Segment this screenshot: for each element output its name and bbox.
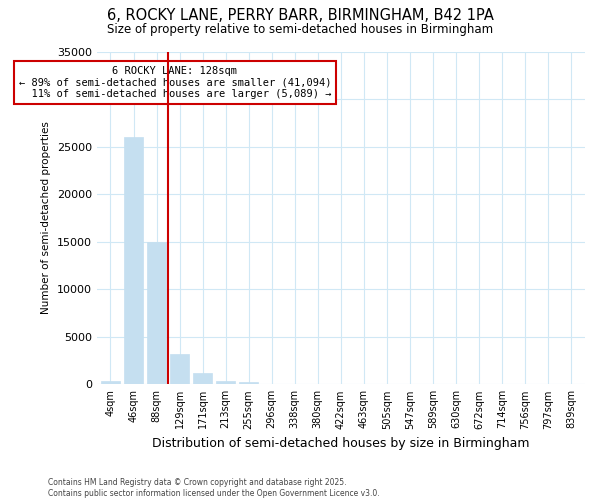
Bar xyxy=(193,373,212,384)
Bar xyxy=(170,354,190,384)
Text: 6 ROCKY LANE: 128sqm
← 89% of semi-detached houses are smaller (41,094)
  11% of: 6 ROCKY LANE: 128sqm ← 89% of semi-detac… xyxy=(19,66,331,99)
Y-axis label: Number of semi-detached properties: Number of semi-detached properties xyxy=(41,122,51,314)
Bar xyxy=(216,381,235,384)
X-axis label: Distribution of semi-detached houses by size in Birmingham: Distribution of semi-detached houses by … xyxy=(152,437,530,450)
Bar xyxy=(124,137,143,384)
Bar xyxy=(147,242,166,384)
Text: Contains HM Land Registry data © Crown copyright and database right 2025.
Contai: Contains HM Land Registry data © Crown c… xyxy=(48,478,380,498)
Text: 6, ROCKY LANE, PERRY BARR, BIRMINGHAM, B42 1PA: 6, ROCKY LANE, PERRY BARR, BIRMINGHAM, B… xyxy=(107,8,493,22)
Bar xyxy=(101,380,120,384)
Text: Size of property relative to semi-detached houses in Birmingham: Size of property relative to semi-detach… xyxy=(107,22,493,36)
Bar xyxy=(239,382,259,384)
